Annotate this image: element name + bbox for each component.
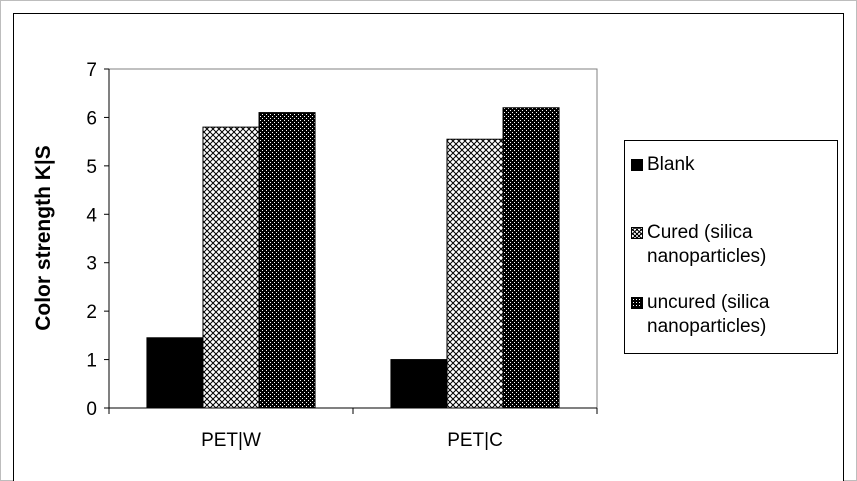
y-tick-label: 2 — [86, 302, 97, 323]
legend-swatch-dotted-icon — [631, 297, 643, 309]
legend: Blank Cured (silica nanoparticles) uncur… — [624, 140, 838, 354]
y-tick-label: 7 — [86, 60, 97, 81]
y-tick-label: 6 — [86, 108, 97, 129]
legend-item-cured: Cured (silica nanoparticles) — [631, 221, 827, 269]
x-axis: PET|W PET|C — [108, 407, 598, 451]
legend-label: Cured (silica nanoparticles) — [647, 222, 767, 267]
y-axis-label: Color strength K|S — [32, 145, 55, 331]
y-tick-label: 3 — [86, 254, 97, 275]
legend-label: Blank — [647, 154, 695, 175]
bars-group — [146, 107, 560, 409]
legend-swatch-solid-icon — [631, 159, 643, 171]
legend-label: uncured (silica nanoparticles) — [647, 292, 770, 337]
x-tick-label: PET|W — [201, 430, 261, 451]
bar-crosshatch-0 — [202, 126, 260, 409]
bar-dense-dots-0 — [258, 112, 316, 409]
y-tick-label: 0 — [86, 399, 97, 420]
x-tick-label: PET|C — [447, 430, 503, 451]
y-axis: 0 1 2 3 4 5 6 7 — [86, 60, 110, 420]
y-tick-label: 5 — [86, 157, 97, 178]
legend-item-blank: Blank — [631, 153, 827, 177]
bar-solid-1 — [390, 359, 448, 409]
legend-swatch-crosshatch-icon — [631, 227, 643, 239]
bar-solid-0 — [146, 337, 204, 409]
legend-item-uncured: uncured (silica nanoparticles) — [631, 291, 827, 339]
bar-dense-dots-1 — [502, 107, 560, 409]
y-tick-label: 4 — [86, 205, 97, 226]
bar-crosshatch-1 — [446, 138, 504, 409]
y-tick-label: 1 — [86, 351, 97, 372]
